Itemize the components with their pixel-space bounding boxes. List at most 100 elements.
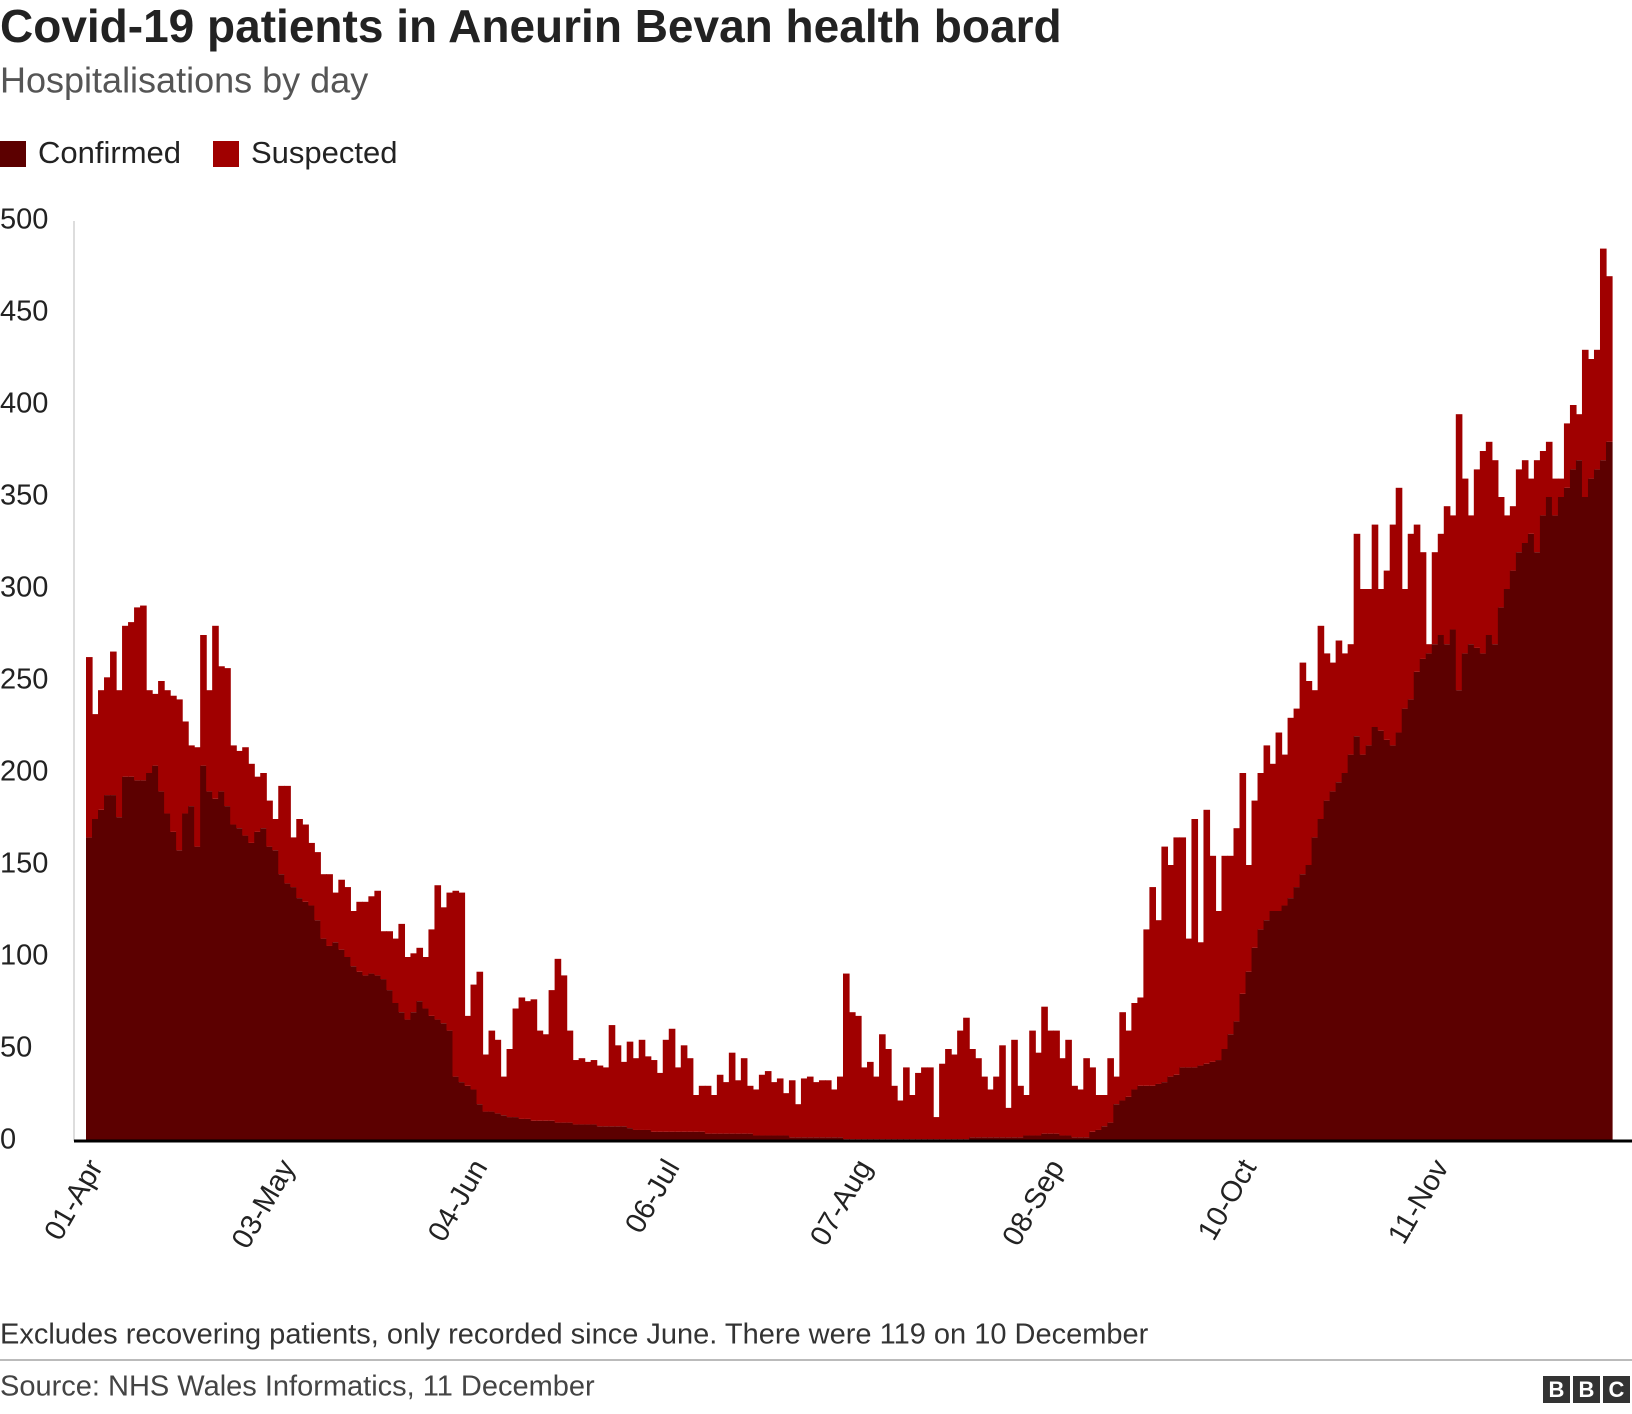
bar-segment: [1227, 1034, 1235, 1141]
bar-segment: [218, 666, 225, 792]
bar-segment: [939, 1063, 946, 1140]
bar-segment: [1521, 460, 1529, 543]
bar-segment: [1011, 1137, 1018, 1141]
bar-segment: [1239, 773, 1247, 994]
bar-segment: [722, 1133, 730, 1141]
bar-segment: [987, 1137, 994, 1141]
bar-segment: [1233, 828, 1241, 1022]
bar-segment: [764, 1135, 772, 1141]
bar-segment: [806, 1137, 814, 1141]
bar-segment: [182, 813, 189, 1141]
bar-segment: [422, 957, 430, 1009]
bar-segment: [1173, 1074, 1181, 1141]
bar-segment: [740, 1058, 748, 1134]
bar-segment: [1431, 552, 1439, 645]
bar-segment: [1407, 533, 1415, 700]
bar-segment: [1431, 644, 1439, 1141]
bar-segment: [386, 931, 394, 991]
bar-segment: [224, 806, 231, 1141]
bar-segment: [1143, 1085, 1150, 1141]
bar-segment: [1533, 460, 1541, 553]
bar-segment: [1413, 524, 1421, 672]
logo-box: [1573, 1376, 1600, 1403]
bar-segment: [993, 1137, 1000, 1141]
logo-box: [1543, 1376, 1570, 1403]
bar-segment: [1299, 874, 1307, 1141]
bar-segment: [975, 1137, 982, 1141]
bar-segment: [182, 721, 189, 814]
bar-segment: [428, 929, 436, 1016]
bar-segment: [1413, 671, 1421, 1141]
bar-segment: [134, 780, 141, 1141]
bar-segment: [440, 1023, 448, 1141]
bar-segment: [710, 1133, 718, 1141]
bar-segment: [290, 887, 297, 1141]
bar-segment: [1179, 837, 1187, 1068]
y-tick-label: 0: [0, 1124, 16, 1156]
bar-segment: [668, 1131, 676, 1141]
bar-segment: [278, 874, 285, 1141]
bar-segment: [644, 1056, 652, 1130]
bar-segment: [1563, 423, 1571, 488]
bar-segment: [1191, 819, 1199, 1068]
bar-segment: [494, 1039, 502, 1114]
bar-segment: [638, 1039, 646, 1130]
bar-segment: [230, 745, 237, 825]
bar-segment: [362, 901, 369, 976]
bar-segment: [861, 1067, 868, 1140]
bar-segment: [1137, 997, 1144, 1086]
bar-segment: [1233, 1021, 1241, 1141]
bar-segment: [770, 1135, 778, 1141]
bar-segment: [794, 1137, 802, 1141]
bar-segment: [1221, 855, 1229, 1049]
bar-segment: [800, 1137, 808, 1141]
bar-segment: [224, 668, 231, 807]
bar-segment: [1035, 1052, 1042, 1136]
bar-segment: [308, 842, 315, 906]
bar-segment: [909, 1095, 916, 1140]
bar-segment: [134, 607, 141, 781]
bar-segment: [1143, 929, 1150, 1086]
bar-segment: [1257, 929, 1265, 1141]
y-tick-label: 200: [0, 756, 48, 788]
bar-segment: [818, 1080, 826, 1138]
bar-segment: [1455, 414, 1463, 691]
bar-segment: [422, 1008, 430, 1141]
bar-segment: [542, 1120, 550, 1141]
bar-segment: [704, 1133, 712, 1141]
bar-segment: [656, 1131, 664, 1141]
bar-segment: [1089, 1131, 1096, 1141]
bar-segment: [626, 1128, 634, 1141]
bar-segment: [1419, 658, 1427, 1141]
bar-segment: [194, 846, 201, 1141]
bar-segment: [650, 1060, 658, 1132]
bar-segment: [200, 765, 207, 1141]
bar-segment: [794, 1104, 802, 1138]
bar-segment: [344, 957, 351, 1141]
bar-segment: [915, 1072, 922, 1140]
bar-segment: [800, 1078, 808, 1138]
bar-segment: [1203, 809, 1211, 1064]
bar-segment: [1593, 349, 1601, 470]
bar-segment: [140, 780, 147, 1141]
bar-segment: [1353, 533, 1361, 737]
bar-segment: [110, 651, 117, 796]
bar-segment: [416, 947, 424, 1002]
bar-segment: [290, 837, 297, 888]
bar-segment: [320, 938, 327, 1141]
bar-segment: [969, 1137, 976, 1141]
bar-segment: [500, 1076, 508, 1116]
bar-segment: [512, 1117, 520, 1141]
bar-segment: [506, 1049, 514, 1118]
bar-segment: [332, 942, 339, 1141]
bar-segment: [332, 892, 339, 943]
bar-segment: [1065, 1135, 1072, 1141]
bar-segment: [470, 1089, 478, 1141]
bar-segment: [1491, 644, 1499, 1141]
bar-segment: [1215, 911, 1223, 1061]
bar-segment: [1071, 1137, 1078, 1141]
x-tick-label: 07-Aug: [804, 1154, 878, 1251]
bar-segment: [236, 828, 243, 1141]
bar-segment: [632, 1129, 640, 1141]
bar-segment: [1389, 745, 1397, 1141]
